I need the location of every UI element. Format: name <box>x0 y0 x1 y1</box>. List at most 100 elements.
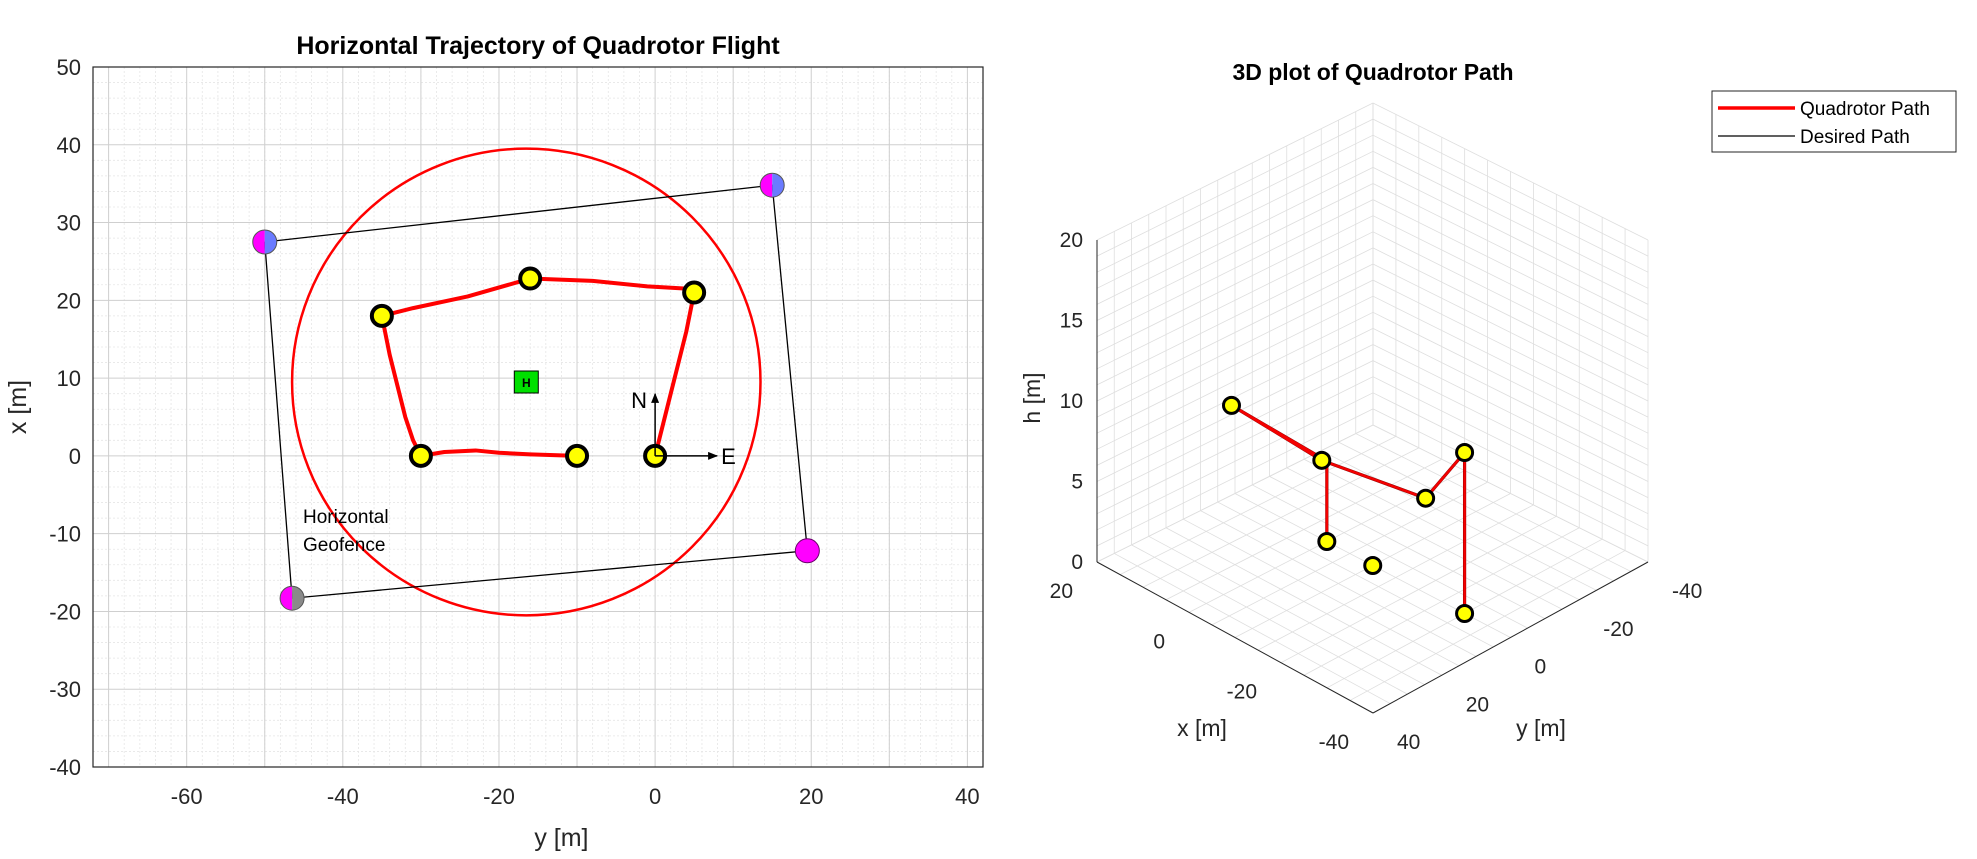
wall-grid-line <box>1096 392 1374 531</box>
y-tick-label: 50 <box>57 55 81 80</box>
y-tick-label: -40 <box>49 755 81 780</box>
wall-grid-line <box>1096 279 1374 418</box>
y-tick-label: -20 <box>1603 618 1633 641</box>
desired-path-3d <box>1229 403 1467 614</box>
waypoint-marker <box>408 443 433 468</box>
geofence-corner-marker <box>252 230 265 254</box>
y-tick-label: 40 <box>1397 731 1420 754</box>
waypoint-marker <box>369 303 394 328</box>
wall-grid-line <box>1096 199 1374 337</box>
y-axis-line <box>1372 561 1649 714</box>
geofence-circle <box>290 147 762 617</box>
quadrotor-path <box>379 276 697 458</box>
z-tick-label: 15 <box>1060 310 1083 333</box>
y-tick-label: 0 <box>1535 656 1547 679</box>
3d-plot-marks <box>1221 395 1475 623</box>
y-axis-label: y [m] <box>1516 715 1566 741</box>
wall-grid-line <box>1096 102 1374 241</box>
quadrotor-path-3d <box>1230 404 1466 614</box>
home-marker <box>513 370 539 394</box>
wall-grid-line <box>1372 231 1649 370</box>
waypoint-marker-3d <box>1455 443 1475 462</box>
geofence-corner-outline <box>759 172 785 198</box>
tick-labels: -60 -40 -20 0 20 40 50 40 30 20 10 0 -10 -20 -30 -40 <box>49 55 979 809</box>
grid <box>92 66 984 768</box>
wall-grid-line <box>1372 408 1649 547</box>
z-tick-label: 0 <box>1071 551 1083 574</box>
home-marker-label: H <box>522 376 531 390</box>
compass-east-label: E <box>721 444 736 469</box>
floor-grid-line <box>1131 544 1408 695</box>
wall-grid-line <box>1096 424 1374 563</box>
waypoint-marker-3d <box>1221 395 1241 415</box>
3d-path-plot: 20 15 10 5 0 20 0 -20 -40 -40 -20 0 20 40 3D plot of … <box>1019 59 1957 754</box>
x-axis-label: x [m] <box>1177 715 1227 741</box>
z-tick-label: 20 <box>1060 229 1083 252</box>
wall-grid-line <box>1096 231 1374 370</box>
wall-grid-line <box>1372 118 1649 257</box>
x-tick-label: -60 <box>171 784 203 809</box>
x-tick-label: -20 <box>1227 681 1257 704</box>
wall-grid-line <box>1096 376 1374 515</box>
y-axis-label: x [m] <box>4 380 32 434</box>
y-tick-label: 20 <box>57 288 81 313</box>
floor-grid-line <box>1252 484 1528 629</box>
geofence-corner-marker <box>760 173 773 198</box>
geofence-corner-marker <box>794 538 820 564</box>
waypoint-marker-3d <box>1363 556 1383 575</box>
wall-grid-line <box>1372 263 1649 402</box>
wall-grid-line <box>1096 167 1374 305</box>
geofence-corner-marker <box>772 173 785 198</box>
wall-grid-line <box>1096 150 1374 289</box>
x-tick-label: -40 <box>327 784 359 809</box>
floor-grid-line <box>1286 467 1563 610</box>
waypoint-marker <box>565 443 590 468</box>
wall-grid-line <box>1372 376 1649 515</box>
floor-grid-line <box>1148 535 1425 686</box>
wall-grid-line <box>1372 279 1649 418</box>
wall-grid-line <box>1372 392 1649 531</box>
z-tick-label: 5 <box>1071 471 1083 494</box>
waypoint-marker-3d <box>1416 488 1436 508</box>
legend-box <box>1711 90 1957 153</box>
wall-grid-line <box>1372 424 1649 563</box>
x-tick-label: 20 <box>1050 580 1073 603</box>
wall-grid-line <box>1372 360 1649 498</box>
x-tick-label: -20 <box>483 784 515 809</box>
chart-title: Horizontal Trajectory of Quadrotor Fligh… <box>296 32 780 60</box>
wall-grid-line <box>1372 167 1649 305</box>
horizontal-trajectory-plot: -60 -40 -20 0 20 40 50 40 30 20 10 0 -10 -20 -30 -40 Ho… <box>4 32 984 852</box>
floor-grid-line <box>1217 501 1494 648</box>
y-tick-label: 40 <box>57 133 81 158</box>
floor-grid-line <box>1114 553 1391 704</box>
legend-entry-quadrotor-path: Quadrotor Path <box>1800 99 1930 120</box>
wall-grid-line <box>1372 215 1649 354</box>
wall-grid-line <box>1096 247 1374 386</box>
wall-grid-line <box>1372 328 1649 466</box>
x-axis-label: y [m] <box>534 824 588 852</box>
floor-grid-line <box>1269 476 1546 619</box>
floor-grid-line <box>1183 518 1460 667</box>
wall-grid-line <box>1096 360 1374 498</box>
wall-grid-line <box>1372 344 1649 482</box>
y-tick-label: -20 <box>49 599 81 624</box>
wall-grid-line <box>1096 311 1374 450</box>
wall-grid-line <box>1096 183 1374 321</box>
floor-grid-line <box>1338 441 1614 582</box>
waypoint-marker <box>682 280 707 305</box>
geofence-corner-outline <box>252 229 278 255</box>
wall-grid-line <box>1096 263 1374 402</box>
wall-grid-line <box>1372 150 1649 289</box>
waypoint-marker-3d <box>1455 604 1475 623</box>
geofence-corner-marker <box>292 586 305 611</box>
floor-grid-line <box>1355 433 1631 572</box>
y-tick-label: 20 <box>1466 693 1489 716</box>
plot-marks: H <box>252 147 820 617</box>
x-tick-label: 0 <box>1153 630 1165 653</box>
geofence-annotation-line1: Horizontal <box>303 507 389 528</box>
floor-grid-line <box>1303 458 1580 601</box>
wall-grid-line <box>1372 102 1649 241</box>
legend-entry-desired-path: Desired Path <box>1800 127 1910 148</box>
wall-grid-line <box>1096 118 1374 257</box>
